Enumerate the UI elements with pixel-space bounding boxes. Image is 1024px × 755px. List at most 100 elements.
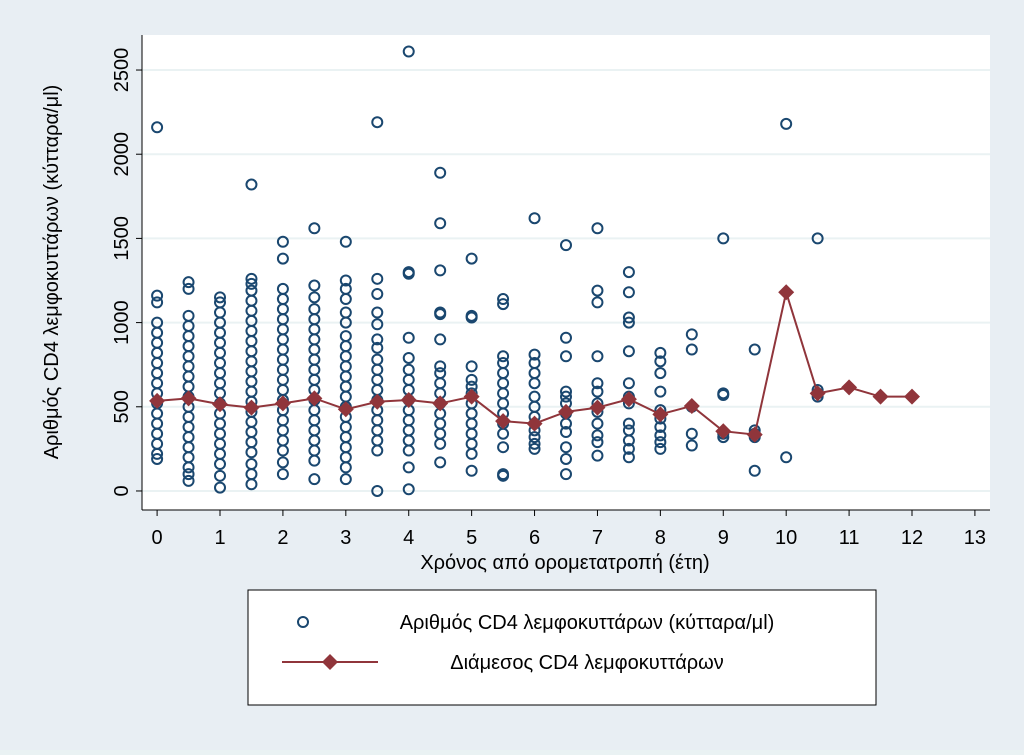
point xyxy=(308,279,321,292)
point xyxy=(622,311,635,324)
marks xyxy=(149,45,920,497)
point xyxy=(245,277,258,290)
median-marker xyxy=(243,399,260,416)
x-tick-label: 10 xyxy=(775,527,797,549)
point xyxy=(339,274,352,287)
point xyxy=(182,276,195,289)
median-marker xyxy=(841,379,858,396)
point xyxy=(497,293,510,306)
point xyxy=(402,461,415,474)
legend-label: Διάμεσος CD4 λεμφοκυττάρων xyxy=(450,652,724,674)
point xyxy=(685,343,698,356)
x-tick-label: 2 xyxy=(277,527,288,549)
median-marker xyxy=(589,399,606,416)
x-tick-label: 3 xyxy=(340,527,351,549)
x-tick-label: 1 xyxy=(214,527,225,549)
point xyxy=(151,296,164,309)
point xyxy=(591,284,604,297)
point xyxy=(434,333,447,346)
x-tick-label: 13 xyxy=(964,527,986,549)
point xyxy=(591,377,604,390)
point xyxy=(654,436,667,449)
point xyxy=(748,464,761,477)
point xyxy=(717,388,730,401)
point xyxy=(654,346,667,359)
point xyxy=(622,451,635,464)
point xyxy=(151,452,164,465)
point xyxy=(528,348,541,361)
point xyxy=(402,267,415,280)
point xyxy=(434,456,447,469)
median-marker xyxy=(149,392,166,409)
point xyxy=(654,385,667,398)
point xyxy=(214,469,227,482)
point xyxy=(497,298,510,311)
median-marker xyxy=(212,396,229,413)
point xyxy=(182,474,195,487)
point xyxy=(560,468,572,481)
legend-symbol xyxy=(297,616,309,628)
point xyxy=(591,436,604,449)
median-marker xyxy=(432,395,449,412)
point xyxy=(560,350,572,363)
point xyxy=(748,343,761,356)
point xyxy=(308,291,321,304)
point xyxy=(434,360,447,373)
point xyxy=(308,473,321,486)
point xyxy=(151,121,164,134)
point xyxy=(622,345,635,358)
median-marker xyxy=(683,397,700,414)
point xyxy=(780,117,793,130)
median-marker xyxy=(400,392,417,409)
point xyxy=(622,377,635,390)
median-marker xyxy=(495,413,512,430)
point xyxy=(685,427,698,440)
plot-area xyxy=(142,35,990,510)
median-marker xyxy=(337,401,354,418)
point xyxy=(465,447,478,460)
point xyxy=(560,385,572,398)
point xyxy=(276,235,289,248)
point xyxy=(214,458,227,471)
x-tick-label: 5 xyxy=(466,527,477,549)
point xyxy=(528,437,541,450)
point xyxy=(371,272,384,285)
point xyxy=(402,351,415,364)
median-marker xyxy=(652,406,669,423)
point xyxy=(339,461,352,474)
point xyxy=(276,444,289,457)
point xyxy=(214,291,227,304)
point xyxy=(434,264,447,277)
point xyxy=(371,484,384,497)
point xyxy=(339,293,352,306)
point xyxy=(560,441,572,454)
median-marker xyxy=(526,415,543,432)
point xyxy=(151,289,164,302)
y-axis-title: Αριθμός CD4 λεμφοκυττάρων (κύτταρα/μl) xyxy=(41,85,63,460)
point xyxy=(560,452,572,465)
legend-symbol xyxy=(322,654,338,670)
point xyxy=(717,232,730,245)
point xyxy=(622,434,635,447)
point xyxy=(151,447,164,460)
point xyxy=(591,449,604,462)
median-marker xyxy=(809,385,826,402)
point xyxy=(245,478,258,491)
point xyxy=(402,444,415,457)
point xyxy=(371,287,384,300)
point xyxy=(560,426,572,439)
point xyxy=(560,331,572,344)
point xyxy=(276,252,289,265)
point xyxy=(622,286,635,299)
point xyxy=(402,483,415,496)
y-tick-label: 0 xyxy=(111,485,133,496)
median-marker xyxy=(620,391,637,408)
point xyxy=(402,45,415,58)
point xyxy=(497,350,510,363)
y-tick-label: 1500 xyxy=(111,216,133,261)
x-axis-title: Χρόνος από ορομετατροπή (έτη) xyxy=(420,552,709,574)
legend xyxy=(247,589,877,706)
point xyxy=(528,431,541,444)
median-marker xyxy=(274,395,291,412)
